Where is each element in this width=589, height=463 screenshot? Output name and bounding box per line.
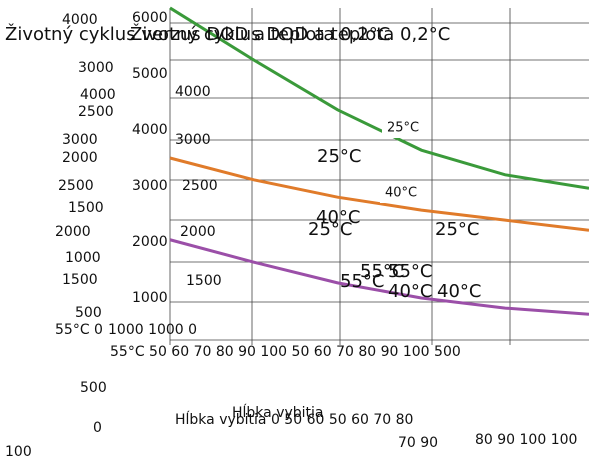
annotation: 2500	[58, 178, 94, 194]
y-tick-label: 5000	[132, 66, 168, 82]
chart-subtitle: Životný cyklus DOD a teplota 0,2°C	[130, 23, 450, 45]
annotation: 2500	[182, 178, 218, 194]
annotation: 4000	[80, 87, 116, 103]
label-bg	[380, 183, 426, 203]
annotation: 2000	[180, 224, 216, 240]
annotation: 1500	[186, 273, 222, 289]
annotation: 25°C	[308, 219, 352, 240]
y-tick-label: 6000	[132, 10, 168, 26]
y-tick-label: 1000	[132, 290, 168, 306]
annotation: 55°C 50 60 70 80 90 100 50 60 70 80 90 1…	[110, 344, 461, 360]
annotation: 55°C 0	[55, 322, 103, 338]
annotation: 2000	[55, 224, 91, 240]
y-tick-label: 2000	[132, 234, 168, 250]
annotation: 2500	[78, 104, 114, 120]
annotation: 100	[5, 444, 32, 460]
annotation: 500	[75, 305, 102, 321]
annotation: 3000	[175, 132, 211, 148]
chart-title: Životný cyklus verzus DOD a teplota 0,2°…	[5, 23, 390, 45]
annotation: Hĺbka vybitia 0 50 60 50 60 70 80	[175, 410, 413, 428]
annotation: 25°C	[435, 219, 479, 240]
annotation: 4000	[175, 84, 211, 100]
annotation: 1500	[62, 272, 98, 288]
annotation: 1500	[68, 200, 104, 216]
annotation: 55°C	[340, 271, 384, 292]
annotation: 3000	[62, 132, 98, 148]
series-line	[169, 156, 589, 232]
annotation: 3000	[78, 60, 114, 76]
annotation: 40°C	[388, 281, 432, 302]
x-axis-label: Hĺbka vybitia	[232, 403, 324, 421]
annotation: 70 90	[398, 435, 438, 451]
annotation: 40°C	[316, 207, 360, 228]
series-label: 55°C	[360, 261, 404, 282]
annotation: 25°C	[317, 146, 361, 167]
label-bg	[382, 118, 428, 138]
annotation: 1000 1000 0	[108, 322, 197, 338]
annotation: 40°C	[437, 281, 481, 302]
plot-grid	[169, 8, 589, 345]
y-tick-label: 4000	[132, 122, 168, 138]
series-line	[169, 238, 589, 316]
annotation: 500	[80, 380, 107, 396]
series-line	[169, 6, 589, 190]
annotation: 55°C	[388, 261, 432, 282]
annotation: 0	[93, 420, 102, 436]
annotation: 80 90 100 100	[475, 432, 577, 448]
series-label: 25°C	[387, 121, 419, 136]
annotation: 4000	[62, 12, 98, 28]
annotation: 2000	[62, 150, 98, 166]
y-tick-label: 3000	[132, 178, 168, 194]
series-label: 40°C	[385, 186, 417, 201]
annotation: 1000	[65, 250, 101, 266]
